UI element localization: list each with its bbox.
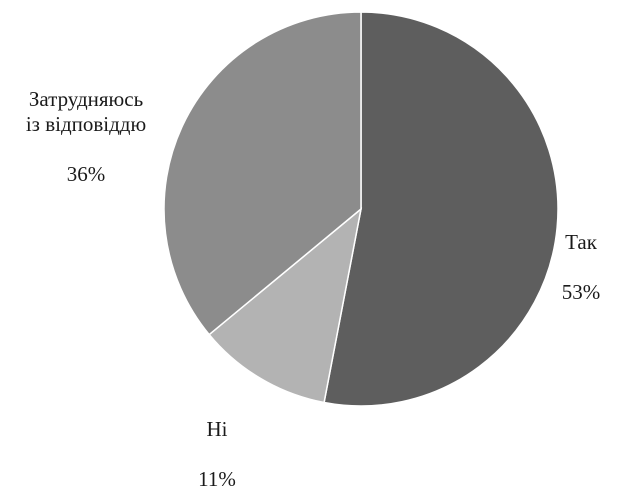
- slice-name-zatrudniaius: Затрудняюсь із відповіддю: [25, 87, 147, 136]
- slice-label-tak: Так 53%: [546, 205, 616, 305]
- slice-percent-zatrudniaius: 36%: [66, 162, 106, 186]
- pie-chart: [163, 11, 559, 407]
- slice-name-ni: Ні: [206, 417, 228, 441]
- pie-slice-zatrudniaius: [163, 11, 362, 336]
- pie-slice-ni: [208, 207, 363, 404]
- slice-label-zatrudniaius: Затрудняюсь із відповіддю 36%: [0, 62, 172, 187]
- slice-percent-ni: 11%: [198, 467, 236, 491]
- slice-percent-tak: 53%: [561, 280, 601, 304]
- slice-label-ni: Ні 11%: [182, 392, 252, 492]
- slice-name-tak: Так: [565, 230, 597, 254]
- pie-slice-tak: [323, 11, 559, 407]
